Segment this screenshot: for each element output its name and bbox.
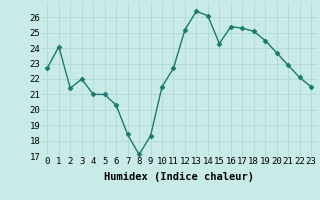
X-axis label: Humidex (Indice chaleur): Humidex (Indice chaleur) <box>104 172 254 182</box>
